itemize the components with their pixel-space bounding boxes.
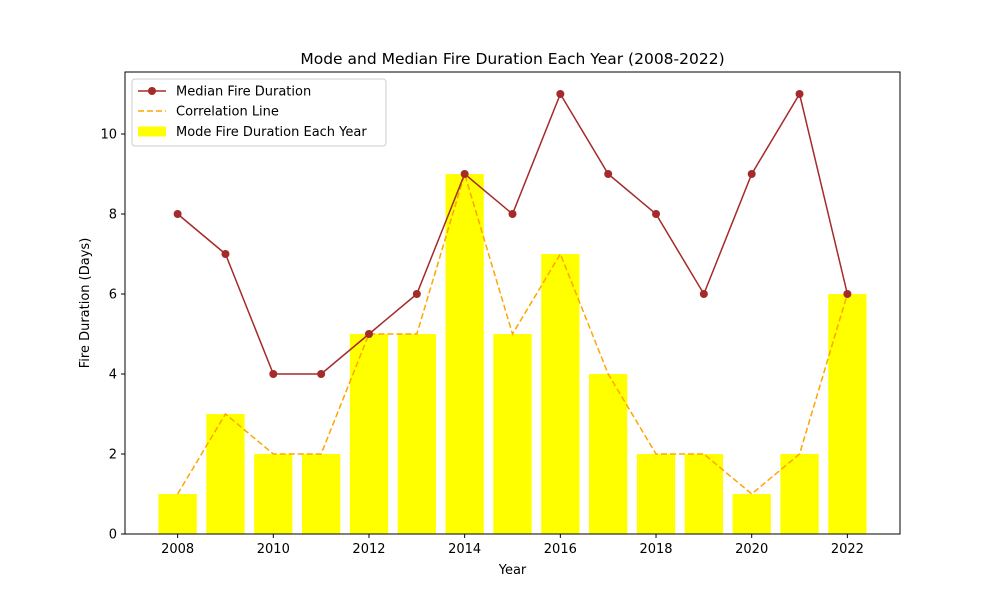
legend-frame xyxy=(131,78,387,147)
median-point-2010 xyxy=(269,370,278,378)
median-point-2014 xyxy=(460,170,469,178)
legend-marker-median xyxy=(148,87,156,95)
chart-title: Mode and Median Fire Duration Each Year … xyxy=(300,50,724,68)
y-tick-label-0: 0 xyxy=(109,528,117,543)
x-tick-label-2012: 2012 xyxy=(352,542,385,557)
bar-2019 xyxy=(684,454,723,534)
bar-2018 xyxy=(636,454,676,534)
median-point-2015 xyxy=(508,210,517,218)
median-point-2019 xyxy=(699,290,708,298)
median-point-2009 xyxy=(221,250,230,258)
bar-2012 xyxy=(349,334,389,534)
legend-label-mode: Mode Fire Duration Each Year xyxy=(176,125,367,140)
bar-2021 xyxy=(780,454,819,534)
median-point-2017 xyxy=(604,170,613,178)
median-point-2021 xyxy=(795,90,804,98)
median-point-2016 xyxy=(556,90,565,98)
y-tick-label-2: 2 xyxy=(109,448,117,463)
y-axis-label: Fire Duration (Days) xyxy=(78,238,93,369)
x-tick-label-2020: 2020 xyxy=(735,542,768,557)
bar-2022 xyxy=(828,294,867,534)
bar-2014 xyxy=(445,174,484,534)
median-point-2011 xyxy=(317,370,326,378)
y-tick-label-6: 6 xyxy=(109,288,117,303)
bar-2016 xyxy=(541,254,580,534)
x-tick-label-2018: 2018 xyxy=(639,542,672,557)
median-point-2020 xyxy=(747,170,756,178)
bar-2017 xyxy=(589,374,628,534)
legend: Median Fire Duration Correlation Line Mo… xyxy=(131,78,387,147)
correlation-line xyxy=(176,171,849,495)
x-tick-label-2016: 2016 xyxy=(544,542,577,557)
x-axis-label: Year xyxy=(498,563,527,578)
y-tick-label-10: 10 xyxy=(100,128,117,143)
lines-layer xyxy=(173,90,852,495)
y-tick-label-8: 8 xyxy=(109,208,117,223)
x-tick-label-2008: 2008 xyxy=(161,542,194,557)
median-point-2018 xyxy=(652,210,661,218)
x-tick-label-2022: 2022 xyxy=(831,542,864,557)
legend-label-correlation: Correlation Line xyxy=(176,105,279,120)
median-point-2022 xyxy=(843,290,852,298)
bar-2013 xyxy=(397,334,436,534)
y-axis: 0 2 4 6 8 10 xyxy=(100,128,125,543)
x-tick-label-2010: 2010 xyxy=(257,542,290,557)
x-axis: 2008 2010 2012 2014 2016 2018 2020 2022 xyxy=(161,534,864,557)
legend-label-median: Median Fire Duration xyxy=(176,85,311,100)
bar-2020 xyxy=(732,494,771,534)
bar-2015 xyxy=(493,334,532,534)
bar-2011 xyxy=(302,454,341,534)
median-point-2013 xyxy=(412,290,421,298)
bars-layer xyxy=(158,174,867,534)
bar-2009 xyxy=(206,414,245,534)
bar-2010 xyxy=(254,454,293,534)
bar-2008 xyxy=(158,494,197,534)
legend-swatch-mode xyxy=(138,126,166,137)
median-point-2008 xyxy=(173,210,182,218)
y-tick-label-4: 4 xyxy=(109,368,117,383)
median-point-2012 xyxy=(364,330,373,338)
plot-frame xyxy=(124,71,901,535)
x-tick-label-2014: 2014 xyxy=(448,542,481,557)
